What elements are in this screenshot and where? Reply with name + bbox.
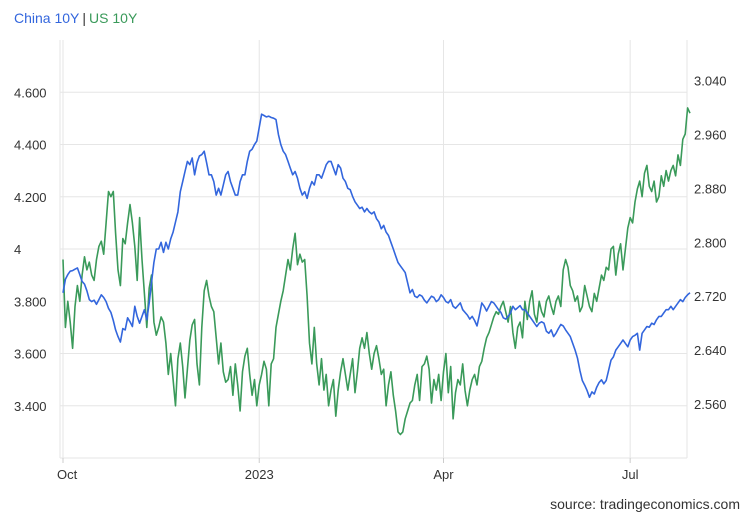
right-tick-label: 2.640	[694, 343, 727, 358]
x-tick-label: Jul	[622, 467, 639, 482]
gridlines	[59, 40, 688, 459]
right-tick-label: 2.800	[694, 235, 727, 250]
series-line-china-10y	[62, 113, 691, 399]
series-lines	[62, 107, 691, 436]
x-tick-label: Oct	[57, 467, 78, 482]
series-line-us-10y	[62, 107, 691, 436]
left-tick-label: 3.800	[14, 294, 47, 309]
left-tick-label: 4.400	[14, 138, 47, 153]
right-tick-label: 2.960	[694, 127, 727, 142]
legend-us-10y[interactable]: US 10Y	[89, 10, 138, 26]
left-tick-label: 4	[14, 242, 21, 257]
right-tick-label: 2.880	[694, 181, 727, 196]
x-tick-label: Apr	[433, 467, 454, 482]
source-text: source: tradingeconomics.com	[550, 496, 740, 512]
left-axis: 3.400 3.600 3.800 4 4.200 4.400 4.600	[14, 85, 47, 414]
right-axis: 2.560 2.640 2.720 2.800 2.880 2.960 3.040	[694, 73, 727, 412]
left-tick-label: 3.600	[14, 347, 47, 362]
x-axis: Oct 2023 Apr Jul	[57, 458, 639, 482]
right-tick-label: 3.040	[694, 73, 727, 88]
right-tick-label: 2.720	[694, 289, 727, 304]
right-tick-label: 2.560	[694, 397, 727, 412]
legend-china-10y[interactable]: China 10Y	[14, 10, 80, 26]
legend-separator: |	[82, 10, 87, 26]
x-tick-label: 2023	[245, 467, 274, 482]
left-tick-label: 3.400	[14, 399, 47, 414]
left-tick-label: 4.600	[14, 85, 47, 100]
legend: China 10Y | US 10Y	[14, 10, 137, 26]
left-tick-label: 4.200	[14, 190, 47, 205]
